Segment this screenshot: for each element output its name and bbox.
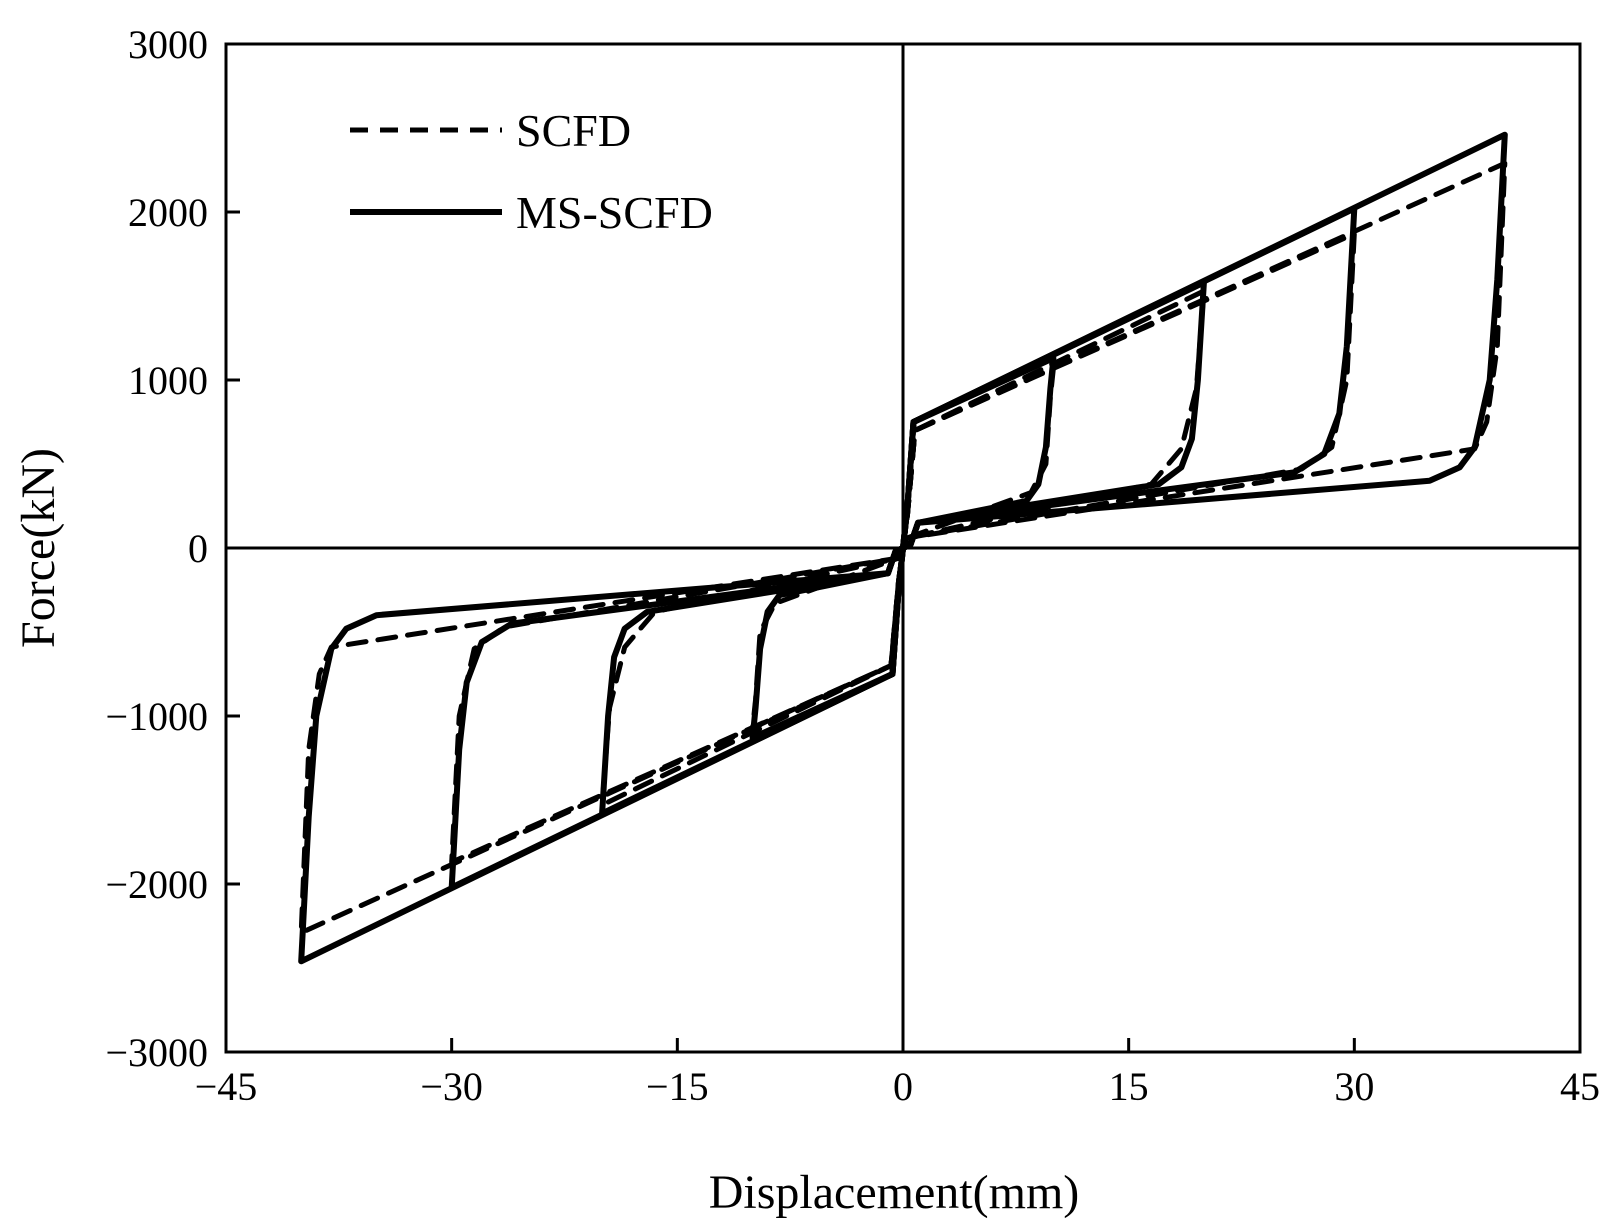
y-tick-label: 0 <box>188 526 208 571</box>
x-tick-label: 15 <box>1109 1064 1149 1109</box>
legend-label-scfd: SCFD <box>516 105 631 156</box>
series-group <box>298 131 1508 965</box>
y-tick-label: 2000 <box>128 190 208 235</box>
series-ms-scfd <box>298 131 1508 965</box>
x-tick-label: −15 <box>646 1064 709 1109</box>
legend: SCFD MS-SCFD <box>350 105 713 238</box>
x-tick-label: 0 <box>893 1064 913 1109</box>
series-line-ms-scfd <box>298 131 1508 965</box>
y-tick-label: −1000 <box>105 694 208 739</box>
x-tick-label: 45 <box>1560 1064 1600 1109</box>
x-tick-label: −30 <box>420 1064 483 1109</box>
y-tick-label: −2000 <box>105 862 208 907</box>
legend-label-ms-scfd: MS-SCFD <box>516 187 713 238</box>
y-tick-label: −3000 <box>105 1030 208 1075</box>
y-tick-label: 3000 <box>128 22 208 67</box>
x-tick-label: −45 <box>195 1064 258 1109</box>
y-axis-title: Force(kN) <box>12 448 65 648</box>
x-axis-title: Displacement(mm) <box>709 1166 1080 1219</box>
y-tick-label: 1000 <box>128 358 208 403</box>
axes: −45 −30 −15 0 15 30 45 −3000 −2000 −1000 0 1000 2000… <box>105 22 1600 1109</box>
x-tick-label: 30 <box>1334 1064 1374 1109</box>
